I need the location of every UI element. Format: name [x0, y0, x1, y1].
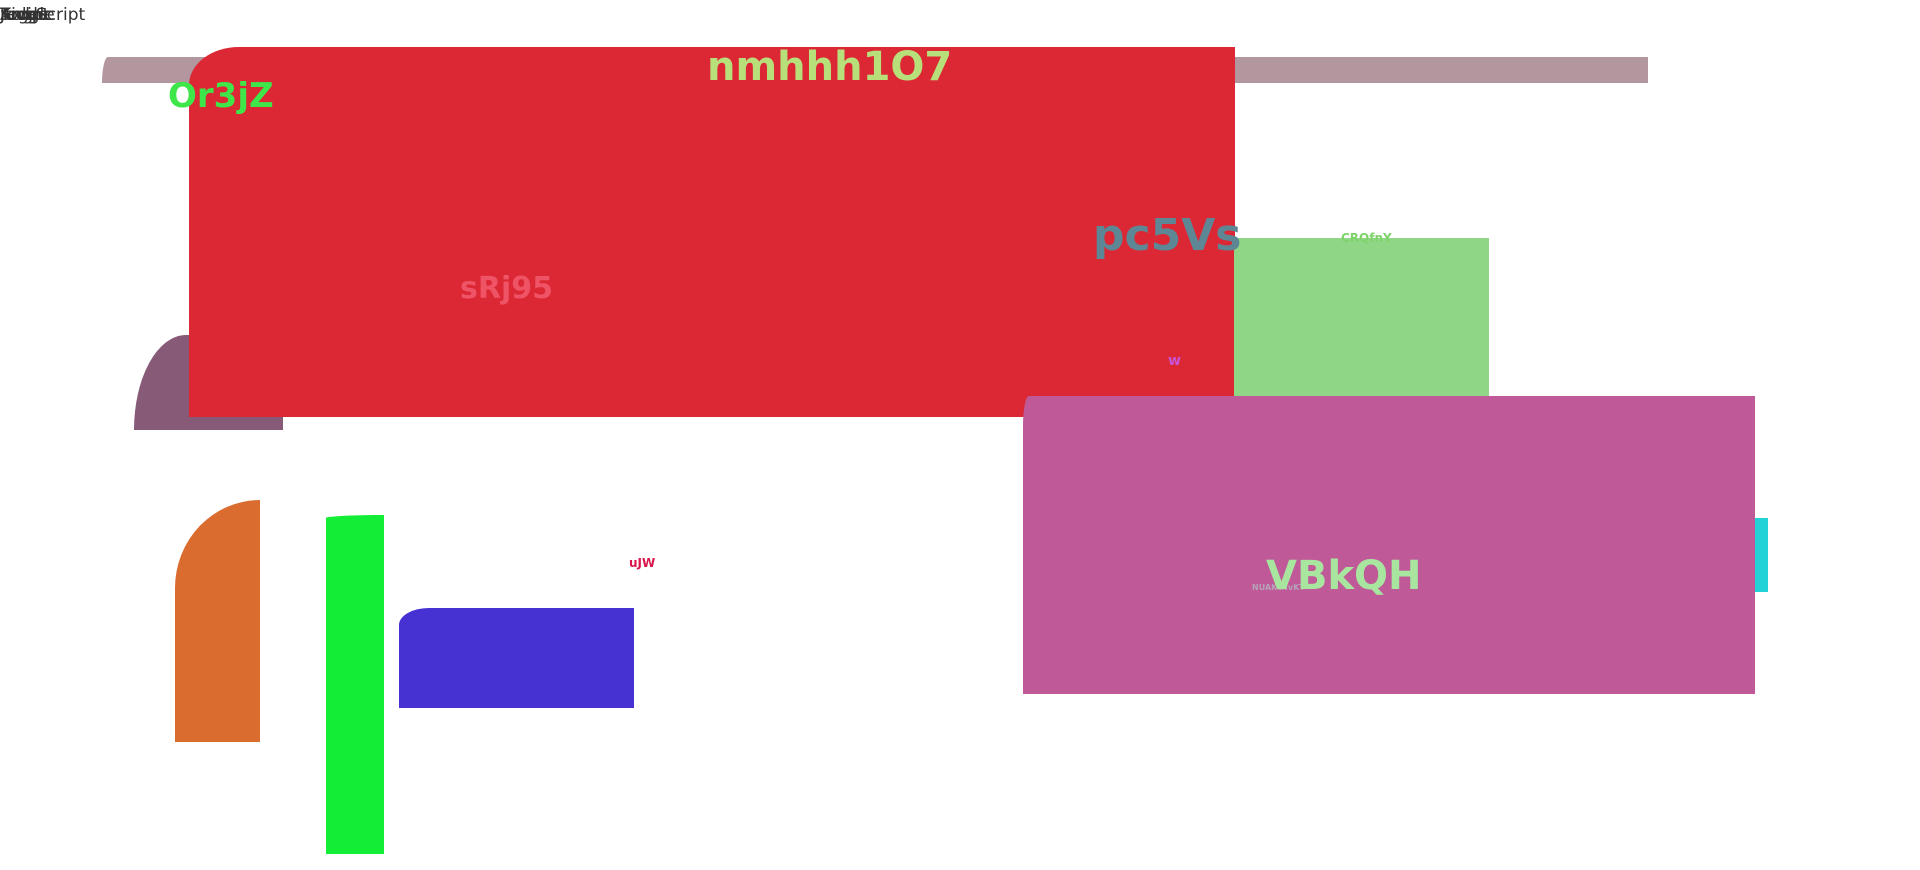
- label-nmhhh1o7: nmhhh1O7: [707, 44, 953, 90]
- cyan-strip: [1755, 518, 1768, 592]
- top-left-text-layer-2: Angle: [0, 5, 49, 25]
- label-w: w: [1168, 353, 1181, 369]
- red-panel: [189, 47, 1235, 417]
- label-srj95: sRj95: [460, 271, 553, 306]
- pink-panel: [1023, 396, 1755, 694]
- label-pc5vs: pc5Vs: [1093, 210, 1242, 261]
- orange-shape: [175, 500, 260, 742]
- indigo-shape: [399, 608, 634, 708]
- top-left-text-layer-5: Judge: [0, 5, 48, 25]
- label-or3jz: Or3jZ: [168, 76, 274, 116]
- label-nuaktnvkt: NUAKtNvKT: [1252, 583, 1305, 592]
- green-panel: [1234, 238, 1489, 399]
- top-left-text-layer-3: Toggle: [0, 5, 55, 25]
- label-crqfny: CRQfnY: [1341, 231, 1392, 245]
- label-vbkqh: VBkQH: [1266, 553, 1422, 599]
- label-ujw: uJW: [629, 556, 656, 570]
- lime-tall-bar: [326, 515, 384, 854]
- top-left-text-layer-4: Script: [0, 5, 50, 25]
- top-left-text-layer-1: JavaScript: [0, 5, 86, 25]
- top-left-text-layer-6: Kick: [0, 5, 36, 25]
